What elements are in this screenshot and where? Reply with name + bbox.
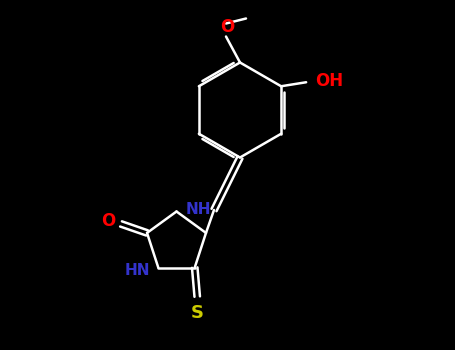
Text: HN: HN <box>125 262 150 278</box>
Text: O: O <box>220 18 234 35</box>
Text: NH: NH <box>186 202 211 217</box>
Text: S: S <box>191 303 204 322</box>
Text: OH: OH <box>315 72 343 90</box>
Text: O: O <box>101 212 115 230</box>
